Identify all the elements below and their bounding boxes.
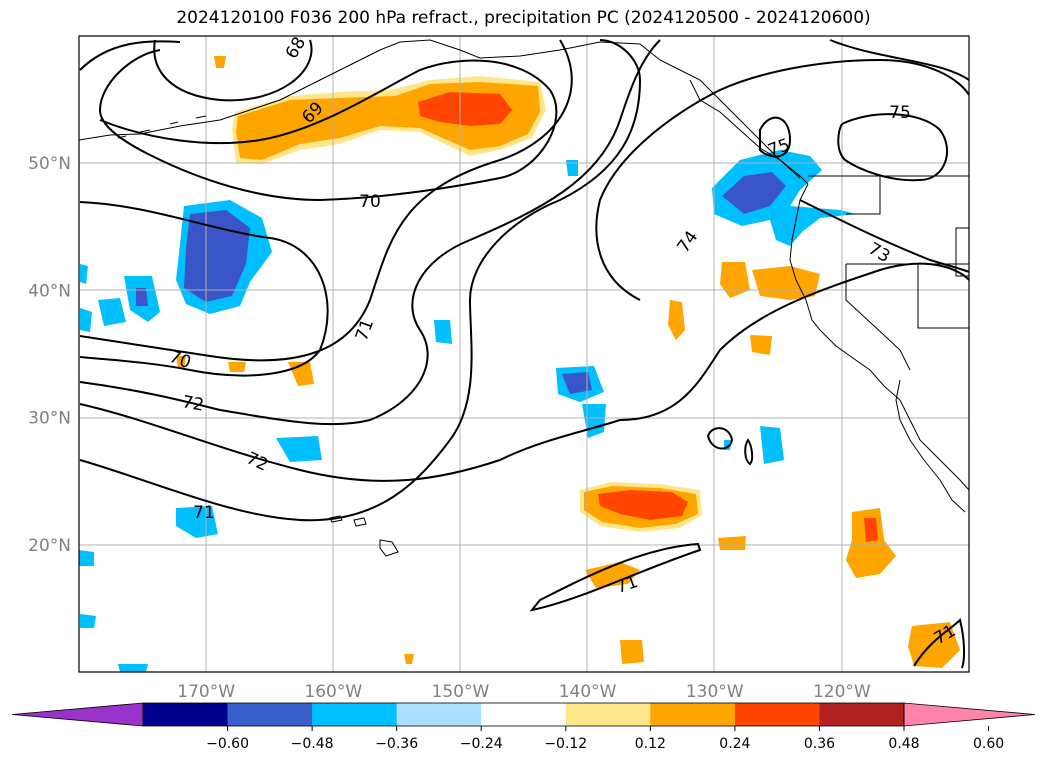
colorbar-tick-label: −0.36 (375, 736, 418, 752)
contour-label: 72 (181, 392, 206, 415)
longitude-label: 120°W (813, 682, 871, 702)
contour-71 (79, 39, 642, 522)
precip-dry-pacific-northwest (712, 150, 856, 246)
contour-72 (79, 39, 661, 426)
state-borders (845, 176, 969, 371)
map-frame (78, 35, 970, 673)
latitude-label: 50°N (28, 154, 71, 174)
longitude-label: 130°W (686, 682, 744, 702)
colorbar-tick-label: −0.24 (460, 736, 503, 752)
precip-negative-areas (79, 150, 856, 672)
contour-ne (829, 39, 969, 81)
colorbar-tick-label: −0.60 (206, 736, 249, 752)
latitude-label: 40°N (28, 281, 71, 301)
colorbar-extend-high (903, 702, 1036, 727)
colorbar-bin (481, 703, 567, 726)
colorbar: −0.60 −0.48 −0.36 −0.24 −0.12 0.12 0.24 0.36 0.4… (11, 702, 1036, 752)
colorbar-extend-low (11, 702, 144, 727)
colorbar-bin (227, 703, 313, 726)
colorbar-bin (650, 703, 736, 726)
colorbar-tick-label: −0.48 (291, 736, 334, 752)
contour-label: 70 (359, 192, 381, 212)
colorbar-bin (396, 703, 482, 726)
precip-anomaly-north-pacific-core (418, 92, 512, 126)
contour-69 (79, 40, 558, 202)
hawaii (329, 515, 399, 557)
colorbar-bin (819, 703, 905, 726)
map-title: 2024120100 F036 200 hPa refract., precip… (176, 8, 871, 28)
colorbar-tick-label: −0.12 (544, 736, 587, 752)
us-west-coast (789, 183, 969, 491)
bc-coast (689, 79, 801, 179)
latitude-labels: 50°N 40°N 30°N 20°N (28, 154, 71, 556)
longitude-label: 150°W (432, 682, 490, 702)
colorbar-bin (734, 703, 820, 726)
colorbar-frame (142, 702, 905, 727)
aleutian-islands (117, 115, 207, 139)
contour-74 (595, 58, 969, 301)
longitude-labels: 170°W 160°W 150°W 140°W 130°W 120°W (177, 682, 871, 702)
contour-label: 71 (193, 503, 215, 523)
colorbar-tick-label: 0.24 (719, 736, 750, 752)
contour-label: 75 (889, 103, 911, 123)
latitude-label: 20°N (28, 536, 71, 556)
refractivity-contours (79, 39, 969, 669)
precip-dry-pacific-northwest-core (722, 172, 786, 214)
contour-70 (79, 201, 329, 377)
colorbar-tick-label: 0.60 (973, 736, 1004, 752)
graticule (79, 36, 969, 672)
contour-75-west (759, 116, 792, 158)
coastline (79, 39, 969, 557)
contour-small-loop (706, 427, 754, 466)
contour-71-south (529, 542, 702, 612)
contour-71-east (913, 618, 966, 669)
map-area (79, 36, 969, 672)
colorbar-tick-label: 0.12 (635, 736, 666, 752)
colorbar-tick-label: 0.48 (888, 736, 919, 752)
precip-anomaly-mexico-core (864, 518, 878, 542)
contour-68 (153, 39, 313, 102)
colorbar-bin (312, 703, 398, 726)
colorbar-bin (143, 703, 229, 726)
contour-73-east (799, 199, 969, 273)
precip-positive-areas (176, 56, 960, 668)
longitude-label: 140°W (559, 682, 617, 702)
colorbar-tick-label: 0.36 (804, 736, 835, 752)
contour-75 (837, 113, 949, 182)
alaska-coast (79, 39, 809, 185)
longitude-label: 170°W (177, 682, 235, 702)
baja-coast (895, 379, 966, 513)
longitude-label: 160°W (304, 682, 362, 702)
colorbar-bin (565, 703, 651, 726)
precip-dry-central-pacific-core (184, 210, 250, 302)
precip-anomaly-subtropic-core (598, 490, 688, 520)
latitude-label: 30°N (28, 409, 71, 429)
